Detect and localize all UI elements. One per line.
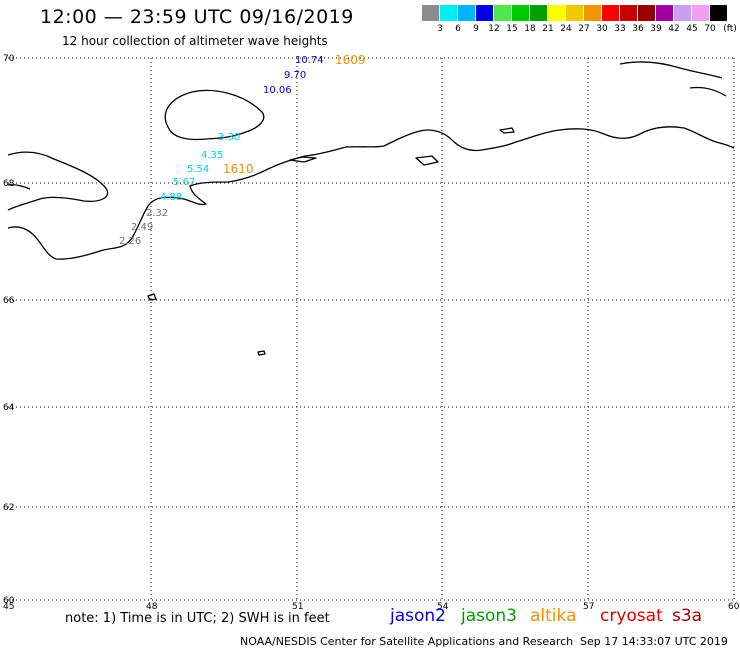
legend-label: 18 [524, 24, 536, 34]
swh-value: 5.54 [187, 164, 209, 175]
lat-label: 64 [3, 403, 15, 413]
islet-1 [147, 293, 157, 301]
swh-value: 9.70 [284, 70, 306, 81]
islet-5 [499, 127, 515, 134]
lon-label: 57 [583, 602, 594, 612]
legend-label: 6 [455, 24, 461, 34]
lat-label: 66 [3, 296, 15, 306]
wave-height-color-legend: 3 6 9 12 15 18 21 24 27 30 33 36 39 42 45 70 (ft) [422, 5, 740, 35]
legend-label: 70 [704, 24, 716, 34]
footer-note: note: 1) Time is in UTC; 2) SWH is in fe… [65, 611, 330, 626]
lat-labels: 70 68 66 64 62 60 [3, 54, 15, 606]
legend-label: 9 [473, 24, 479, 34]
lon-label: 54 [437, 602, 449, 612]
legend-swatch [530, 5, 548, 21]
legend-swatch [422, 5, 440, 21]
legend-swatch [656, 5, 674, 21]
swh-value: 4.35 [201, 150, 223, 161]
legend-swatch [512, 5, 530, 21]
legend-swatch [566, 5, 584, 21]
lat-label: 60 [3, 596, 15, 606]
legend-label: 27 [578, 24, 590, 34]
lon-label: 45 [3, 602, 14, 612]
legend-label: 3 [437, 24, 443, 34]
map-title: 12:00 — 23:59 UTC 09/16/2019 [40, 6, 354, 28]
satellite-cryosat: cryosat [600, 606, 663, 626]
legend-swatch [710, 5, 728, 21]
swh-value: 5.67 [173, 177, 195, 188]
mainland-coast [7, 126, 735, 260]
satellite-altika: altika [530, 606, 577, 626]
swh-value: 2.49 [131, 222, 153, 233]
pass-time: 1610 [223, 162, 254, 176]
kolguev-island [164, 89, 265, 141]
satellite-jason2: jason2 [390, 606, 446, 626]
lon-label: 60 [728, 602, 740, 612]
legend-label: 45 [686, 24, 698, 34]
legend-label: 36 [632, 24, 644, 34]
pass-times: 1609 1610 [223, 53, 366, 176]
lon-label: 51 [292, 602, 303, 612]
legend-swatch [674, 5, 692, 21]
legend-swatch [620, 5, 638, 21]
legend-label: 30 [596, 24, 608, 34]
novaya-zemlya-south [619, 61, 727, 97]
islet-2 [257, 350, 266, 356]
map-subtitle: 12 hour collection of altimeter wave hei… [62, 34, 328, 48]
swh-value: 10.06 [263, 85, 292, 96]
swh-value: 2.32 [146, 208, 168, 219]
legend-label: 24 [560, 24, 572, 34]
legend-swatch [692, 5, 710, 21]
pass-time: 1609 [335, 53, 366, 67]
swh-value: 10.74 [295, 55, 324, 66]
credit-line: NOAA/NESDIS Center for Satellite Applica… [240, 635, 574, 648]
legend-swatch [584, 5, 602, 21]
islet-3 [415, 155, 439, 166]
swh-value: 3.30 [218, 132, 240, 143]
lat-label: 70 [3, 54, 15, 64]
legend-label: 39 [650, 24, 662, 34]
coastline [7, 61, 735, 356]
lat-label: 68 [3, 179, 15, 189]
legend-swatch [548, 5, 566, 21]
satellite-jason3: jason3 [461, 606, 517, 626]
legend-label: 33 [614, 24, 626, 34]
legend-label: 21 [542, 24, 554, 34]
legend-swatch [602, 5, 620, 21]
swh-observations: 10.74 9.70 10.06 3.30 4.35 5.54 5.67 4.8… [119, 55, 324, 247]
swh-value: 2.26 [119, 236, 141, 247]
islet-4 [289, 156, 317, 163]
swh-value: 4.88 [160, 192, 182, 203]
legend-swatch [440, 5, 458, 21]
legend-swatch [494, 5, 512, 21]
lat-label: 62 [3, 503, 14, 513]
legend-swatch [458, 5, 476, 21]
legend-swatch [638, 5, 656, 21]
legend-unit: (ft) [723, 24, 737, 34]
legend-swatch [476, 5, 494, 21]
satellite-s3a: s3a [672, 606, 703, 626]
graticule [8, 57, 735, 601]
legend-label: 15 [506, 24, 518, 34]
lon-labels: 45 48 51 54 57 60 [3, 602, 740, 612]
generated-timestamp: Sep 17 14:33:07 UTC 2019 [580, 635, 728, 648]
lon-label: 48 [146, 602, 158, 612]
legend-label: 12 [488, 24, 500, 34]
legend-label: 42 [668, 24, 680, 34]
